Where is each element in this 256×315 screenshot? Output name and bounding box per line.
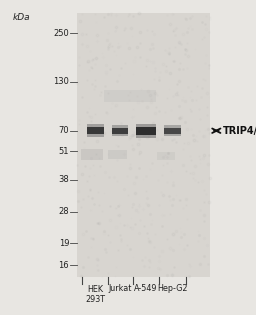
Text: A-549: A-549 [134,284,158,293]
Text: 70: 70 [58,126,69,135]
Bar [87,134,104,137]
Text: HEK
293T: HEK 293T [86,285,105,305]
Text: 38: 38 [58,175,69,184]
Bar [87,124,104,127]
Bar [81,149,103,160]
Text: 130: 130 [53,77,69,86]
Text: Jurkat: Jurkat [109,284,132,293]
Bar [77,13,210,277]
Bar [112,134,128,136]
Bar [108,150,127,159]
Bar [104,90,156,102]
Text: 16: 16 [58,261,69,270]
Text: kDa: kDa [13,13,30,22]
Bar [157,152,175,160]
Bar [112,125,128,128]
Bar [136,127,156,135]
Text: 19: 19 [59,239,69,248]
Text: 51: 51 [59,147,69,156]
Text: Hep-G2: Hep-G2 [157,284,188,293]
Text: TRIP4/ASC-1: TRIP4/ASC-1 [223,126,256,136]
Text: 28: 28 [58,207,69,216]
Bar [136,124,156,127]
Bar [165,134,181,136]
Bar [112,128,128,134]
Text: 250: 250 [53,29,69,37]
Bar [136,135,156,138]
Bar [165,128,181,134]
Bar [87,127,104,134]
Bar [165,125,181,128]
